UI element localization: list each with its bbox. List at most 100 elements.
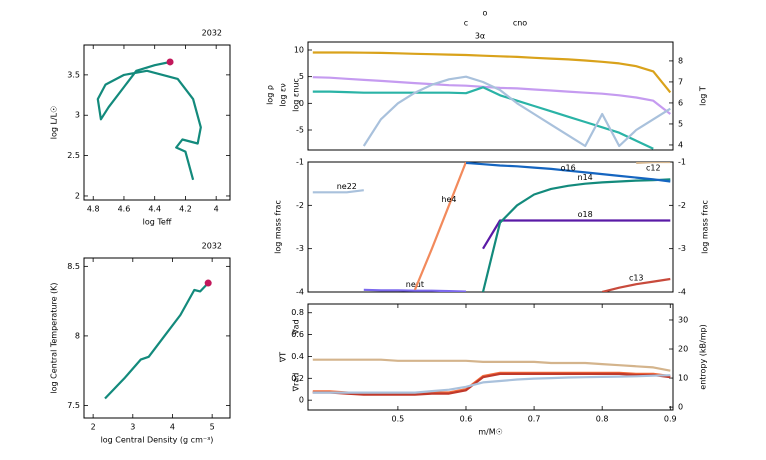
plot-frame [83,257,231,419]
y2-tick-label: 0 [678,403,683,412]
series-label: he4 [441,195,456,204]
y2-tick-label: 6 [678,98,683,107]
series-line [482,219,671,250]
series-label: c12 [646,164,661,173]
x-tick-label: 4 [214,205,219,214]
burn-annotation: 3α [475,32,485,41]
plot-frame [307,41,674,151]
y-tick-label: 3 [75,111,80,120]
x-tick-label: 0.9 [664,415,677,424]
y-axis-label: log Central Temperature (K) [50,282,59,393]
series-axis-label: log εν [279,83,288,107]
x-tick-label: 0.8 [596,415,609,424]
series-axis-label: ∇T [279,352,288,363]
series-line [362,75,671,148]
series-line [312,358,671,372]
y2-tick-label: -1 [678,158,686,167]
burn-annotation: cno [513,19,527,28]
x-tick-label: 0.5 [392,415,405,424]
y2-tick-label: 30 [678,315,688,324]
series-line [481,178,671,292]
plot-frame [83,44,231,201]
series-line [312,51,672,94]
series-axis-label: log εnuc [292,78,301,112]
y-tick-label: 0.8 [291,308,304,317]
x-tick-label: 4 [170,423,175,432]
series-axis-label: log T [699,86,708,106]
series-label: o18 [578,210,593,219]
y-tick-label: 2.5 [67,151,80,160]
y-axis-label: log L/L☉ [50,106,59,140]
y2-tick-label: 10 [678,374,688,383]
x-tick-label: 4.4 [148,205,161,214]
y-tick-label: -1 [296,158,304,167]
burn-annotation: c [464,19,468,28]
y2-tick-label: 20 [678,345,688,354]
y2-tick-label: -2 [678,201,686,210]
y2-tick-label: -4 [678,288,686,297]
plot-frame [307,161,674,293]
y-tick-label: 5 [299,72,304,81]
track-line [104,282,209,400]
y-tick-label: 7.5 [67,401,80,410]
series-line [465,162,671,183]
model-number: 2032 [202,29,222,38]
series-line [413,162,468,291]
series-label: n14 [578,173,593,182]
series-label: ne22 [337,182,357,191]
y2-tick-label: 8 [678,56,683,65]
series-line [312,86,654,150]
y-tick-label: 3.5 [67,70,80,79]
series-label: neut [406,280,424,289]
x-axis-label: m/M☉ [478,428,503,437]
series-axis-label: log ρ [266,85,275,105]
track-line [96,60,202,181]
y2-axis-label: log mass frac [701,200,710,254]
series-line [312,76,671,115]
series-line [601,277,671,292]
y2-tick-label: 4 [678,140,683,149]
model-number: 2032 [202,242,222,251]
y-tick-label: -5 [296,126,304,135]
current-point [204,279,212,287]
series-line [636,162,671,164]
series-axis-label: ∇ad [292,319,301,335]
current-point [166,58,174,66]
y-tick-label: 8.5 [67,262,80,271]
series-line [312,374,671,394]
x-axis-label: log Teff [143,218,172,227]
x-tick-label: 3 [130,423,135,432]
series-line [312,189,364,194]
y2-tick-label: 7 [678,77,683,86]
y2-tick-label: -3 [678,244,686,253]
burn-annotation: o [483,9,488,18]
y-tick-label: -4 [296,288,304,297]
series-label: c13 [629,274,644,283]
y-tick-label: -2 [296,201,304,210]
x-tick-label: 2 [91,423,96,432]
y-tick-label: 0.2 [291,374,304,383]
y-tick-label: -3 [296,244,304,253]
series-line [312,372,671,396]
y-tick-label: 0 [299,396,304,405]
x-tick-label: 0.6 [460,415,473,424]
series-axis-label: entropy (kB/mp) [699,324,708,389]
y-tick-label: 8 [75,331,80,340]
y-tick-label: 0.6 [291,330,304,339]
series-label: o16 [561,164,576,173]
series-line [363,288,467,292]
y-tick-label: 10 [294,46,304,55]
y-tick-label: 0 [299,99,304,108]
x-tick-label: 0.7 [528,415,541,424]
x-tick-label: 4.2 [179,205,192,214]
y-tick-label: 0.4 [291,352,304,361]
x-tick-label: 4.8 [87,205,100,214]
x-axis-label: log Central Density (g cm⁻³) [101,436,214,445]
plot-frame [307,303,674,411]
y-axis-label: log mass frac [274,200,283,254]
y2-tick-label: 5 [678,119,683,128]
x-tick-label: 4.6 [118,205,131,214]
series-axis-label: ∇rad [292,373,301,393]
y-tick-label: 2 [75,191,80,200]
